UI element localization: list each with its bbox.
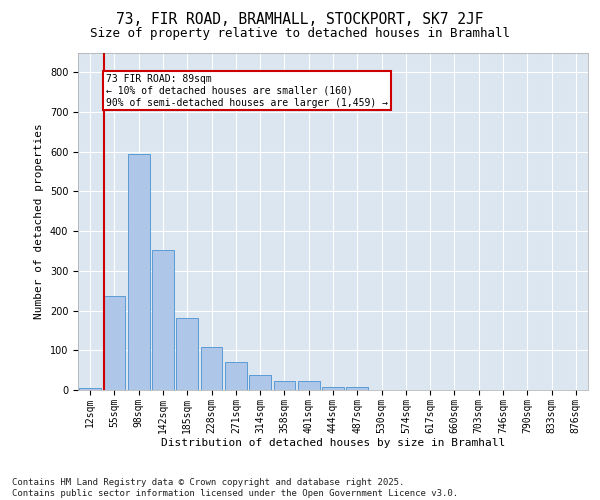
Bar (79, 388, 101, 390)
Bar (322, 387, 344, 390)
Bar (298, 382, 320, 390)
Bar (128, 154, 149, 390)
Text: 73, FIR ROAD, BRAMHALL, STOCKPORT, SK7 2JF: 73, FIR ROAD, BRAMHALL, STOCKPORT, SK7 2… (116, 12, 484, 28)
Text: Size of property relative to detached houses in Bramhall: Size of property relative to detached ho… (90, 28, 510, 40)
Bar (176, 318, 198, 390)
X-axis label: Distribution of detached houses by size in Bramhall: Distribution of detached houses by size … (161, 438, 505, 448)
Bar (249, 375, 271, 390)
Bar (104, 296, 125, 390)
Bar (200, 346, 223, 390)
Bar (225, 362, 247, 390)
Text: Contains HM Land Registry data © Crown copyright and database right 2025.
Contai: Contains HM Land Registry data © Crown c… (12, 478, 458, 498)
Bar (274, 382, 295, 390)
Bar (152, 250, 174, 390)
Text: 73 FIR ROAD: 89sqm
← 10% of detached houses are smaller (160)
90% of semi-detach: 73 FIR ROAD: 89sqm ← 10% of detached hou… (106, 74, 388, 108)
Bar (346, 387, 368, 390)
Y-axis label: Number of detached properties: Number of detached properties (34, 124, 44, 319)
